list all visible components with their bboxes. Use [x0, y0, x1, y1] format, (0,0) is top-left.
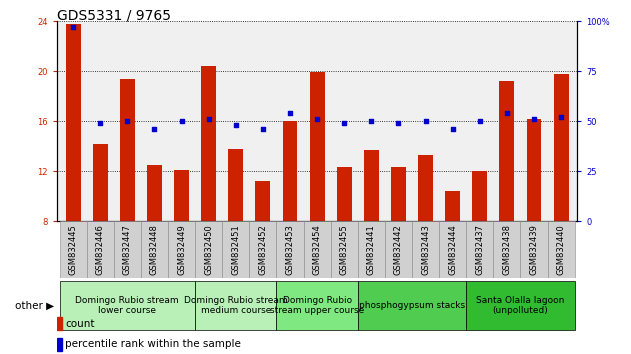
Bar: [276, 221, 304, 278]
Point: [285, 110, 295, 116]
Text: GSM832449: GSM832449: [177, 224, 186, 275]
Point: [556, 114, 566, 120]
Bar: [337, 167, 351, 221]
Text: GSM832453: GSM832453: [285, 224, 295, 275]
Point: [312, 116, 322, 122]
Bar: [59, 221, 86, 278]
Text: GSM832438: GSM832438: [502, 224, 511, 275]
Text: GSM832454: GSM832454: [312, 224, 322, 275]
Point: [420, 118, 430, 124]
Bar: [86, 221, 114, 278]
Point: [502, 110, 512, 116]
Bar: [276, 281, 358, 330]
Bar: [120, 79, 135, 221]
Point: [122, 118, 133, 124]
Bar: [222, 221, 249, 278]
Bar: [310, 73, 324, 221]
Point: [95, 120, 105, 126]
Text: Domingo Rubio
stream upper course: Domingo Rubio stream upper course: [270, 296, 364, 315]
Text: Domingo Rubio stream
medium course: Domingo Rubio stream medium course: [184, 296, 288, 315]
Point: [177, 118, 187, 124]
Text: Santa Olalla lagoon
(unpolluted): Santa Olalla lagoon (unpolluted): [476, 296, 565, 315]
Text: GSM832447: GSM832447: [123, 224, 132, 275]
Text: GSM832443: GSM832443: [421, 224, 430, 275]
Text: GSM832440: GSM832440: [557, 224, 565, 275]
Bar: [66, 24, 81, 221]
Text: GSM832450: GSM832450: [204, 224, 213, 275]
Bar: [249, 221, 276, 278]
Bar: [59, 281, 195, 330]
Point: [204, 116, 214, 122]
Text: GSM832455: GSM832455: [339, 224, 349, 275]
Bar: [283, 121, 297, 221]
Point: [339, 120, 349, 126]
Bar: [228, 149, 243, 221]
Bar: [358, 281, 466, 330]
Bar: [57, 338, 62, 351]
Point: [447, 126, 457, 132]
Bar: [174, 170, 189, 221]
Text: GSM832444: GSM832444: [448, 224, 457, 275]
Bar: [358, 221, 385, 278]
Bar: [521, 221, 548, 278]
Text: GSM832442: GSM832442: [394, 224, 403, 275]
Bar: [304, 221, 331, 278]
Bar: [493, 221, 521, 278]
Bar: [439, 221, 466, 278]
Point: [68, 24, 78, 30]
Bar: [548, 221, 575, 278]
Bar: [499, 81, 514, 221]
Text: GSM832439: GSM832439: [529, 224, 538, 275]
Text: GSM832441: GSM832441: [367, 224, 376, 275]
Text: GSM832452: GSM832452: [258, 224, 268, 275]
Text: GSM832437: GSM832437: [475, 224, 484, 275]
Bar: [93, 144, 108, 221]
Bar: [364, 150, 379, 221]
Text: GSM832446: GSM832446: [96, 224, 105, 275]
Bar: [195, 281, 276, 330]
Text: phosphogypsum stacks: phosphogypsum stacks: [359, 301, 465, 310]
Text: GSM832451: GSM832451: [231, 224, 240, 275]
Text: GDS5331 / 9765: GDS5331 / 9765: [57, 9, 171, 23]
Bar: [57, 318, 62, 330]
Bar: [256, 181, 270, 221]
Text: GSM832448: GSM832448: [150, 224, 159, 275]
Point: [231, 122, 241, 128]
Text: GSM832445: GSM832445: [69, 224, 78, 275]
Bar: [385, 221, 412, 278]
Bar: [331, 221, 358, 278]
Bar: [418, 155, 433, 221]
Bar: [526, 119, 541, 221]
Bar: [466, 281, 575, 330]
Bar: [201, 66, 216, 221]
Text: percentile rank within the sample: percentile rank within the sample: [65, 339, 241, 349]
Point: [529, 116, 539, 122]
Point: [366, 118, 376, 124]
Bar: [147, 165, 162, 221]
Point: [475, 118, 485, 124]
Bar: [141, 221, 168, 278]
Text: count: count: [65, 319, 95, 329]
Bar: [195, 221, 222, 278]
Bar: [412, 221, 439, 278]
Bar: [391, 167, 406, 221]
Text: Domingo Rubio stream
lower course: Domingo Rubio stream lower course: [76, 296, 179, 315]
Bar: [114, 221, 141, 278]
Bar: [445, 191, 460, 221]
Point: [393, 120, 403, 126]
Text: other ▶: other ▶: [15, 300, 54, 310]
Bar: [472, 171, 487, 221]
Point: [258, 126, 268, 132]
Bar: [168, 221, 195, 278]
Bar: [553, 74, 569, 221]
Point: [150, 126, 160, 132]
Bar: [466, 221, 493, 278]
